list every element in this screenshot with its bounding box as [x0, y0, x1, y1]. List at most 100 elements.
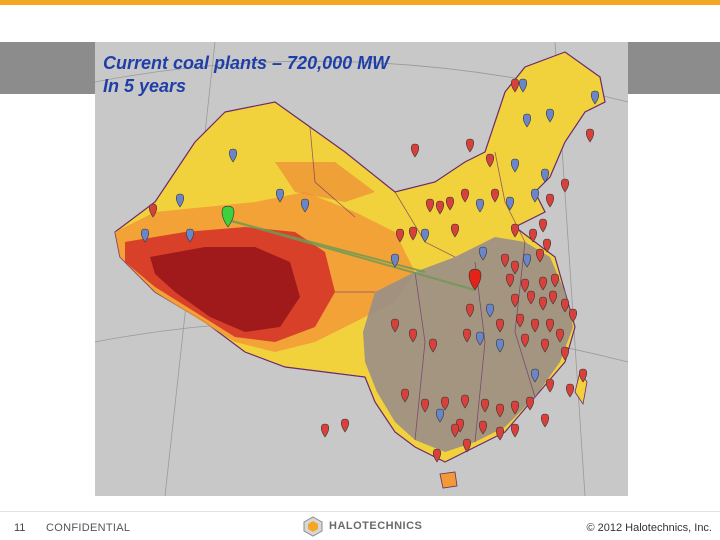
plant-markers — [140, 78, 600, 463]
darkred-irradiance-zone — [150, 247, 300, 332]
top-accent-bar — [0, 0, 720, 5]
map-pin-icon — [475, 331, 485, 346]
map-pin-icon — [432, 448, 442, 463]
copyright-text: © 2012 Halotechnics, Inc. — [586, 522, 712, 534]
map-pin-icon — [545, 318, 555, 333]
map-pin-icon — [400, 388, 410, 403]
map-pin-icon — [560, 346, 570, 361]
map-pin-icon — [465, 303, 475, 318]
map-pin-icon — [578, 368, 588, 383]
map-pin-icon — [535, 248, 545, 263]
map-pin-icon — [530, 188, 540, 203]
map-pin-icon — [560, 178, 570, 193]
map-pin-icon — [525, 396, 535, 411]
map-pin-icon — [550, 273, 560, 288]
map-pin-icon — [460, 394, 470, 409]
map-pin-icon — [545, 378, 555, 393]
map-pin-icon — [548, 290, 558, 305]
slide-caption: Current coal plants – 720,000 MW In 5 ye… — [103, 52, 389, 98]
china-solar-resource-map — [95, 42, 628, 496]
map-pin-icon — [420, 398, 430, 413]
map-pin-icon — [175, 193, 185, 208]
map-pin-icon — [475, 198, 485, 213]
map-pin-icon — [408, 328, 418, 343]
map-pin-icon — [435, 200, 445, 215]
map-pin-icon — [490, 188, 500, 203]
map-pin-icon — [495, 426, 505, 441]
orange-north-zone — [275, 162, 375, 202]
map-pin-icon — [450, 223, 460, 238]
hexagon-logo-icon — [303, 516, 323, 537]
map-pin-icon — [522, 113, 532, 128]
map-pin-icon — [510, 423, 520, 438]
page-number: 11 — [14, 522, 26, 534]
map-pin-icon — [538, 276, 548, 291]
company-logo: HALOTECHNICS — [300, 514, 422, 538]
map-pin-icon — [505, 273, 515, 288]
map-pin-icon — [540, 168, 550, 183]
map-pin-icon — [140, 228, 150, 243]
confidential-label: CONFIDENTIAL — [46, 522, 131, 534]
map-pin-icon — [520, 333, 530, 348]
map-pin-icon — [440, 396, 450, 411]
map-pin-icon — [465, 138, 475, 153]
map-pin-icon — [495, 318, 505, 333]
map-pin-icon — [320, 423, 330, 438]
map-pin-icon — [510, 293, 520, 308]
map-pin-icon — [505, 196, 515, 211]
map-pin-icon — [568, 308, 578, 323]
map-pin-icon — [560, 298, 570, 313]
map-pin-icon — [510, 260, 520, 275]
map-pin-icon — [478, 246, 488, 261]
map-pin-icon — [275, 188, 285, 203]
map-pin-icon — [462, 328, 472, 343]
map-pin-icon — [420, 228, 430, 243]
map-canvas — [95, 42, 628, 496]
hainan-island — [439, 471, 458, 489]
map-pin-icon — [300, 198, 310, 213]
map-pin-icon — [495, 403, 505, 418]
map-pin-icon — [515, 313, 525, 328]
map-pin-icon — [478, 420, 488, 435]
map-pin-icon — [485, 303, 495, 318]
map-pin-icon — [518, 78, 528, 93]
map-pin-icon — [555, 328, 565, 343]
caption-line-1: Current coal plants – 720,000 MW — [103, 53, 390, 73]
map-pin-icon — [510, 400, 520, 415]
map-pin-icon — [522, 253, 532, 268]
map-pin-icon — [221, 205, 235, 228]
map-pin-icon — [425, 198, 435, 213]
map-pin-icon — [510, 223, 520, 238]
map-pin-icon — [585, 128, 595, 143]
map-pin-icon — [538, 296, 548, 311]
map-pin-icon — [450, 423, 460, 438]
map-pin-icon — [530, 318, 540, 333]
logo-text: HALOTECHNICS — [329, 520, 423, 532]
map-pin-icon — [428, 338, 438, 353]
map-pin-icon — [565, 383, 575, 398]
map-pin-icon — [460, 188, 470, 203]
map-pin-icon — [435, 408, 445, 423]
footer-divider — [0, 511, 720, 512]
existing-plants-region — [363, 237, 573, 452]
map-pin-icon — [408, 226, 418, 241]
map-pin-icon — [526, 290, 536, 305]
map-pin-icon — [462, 438, 472, 453]
map-pin-icon — [340, 418, 350, 433]
map-pin-icon — [540, 338, 550, 353]
map-pin-icon — [445, 196, 455, 211]
map-pin-icon — [410, 143, 420, 158]
map-pin-icon — [485, 153, 495, 168]
caption-line-2: In 5 years — [103, 76, 187, 96]
map-pin-icon — [520, 278, 530, 293]
map-pin-icon — [480, 398, 490, 413]
map-pin-icon — [148, 203, 158, 218]
map-pin-icon — [500, 253, 510, 268]
map-pin-icon — [510, 158, 520, 173]
map-pin-icon — [540, 413, 550, 428]
map-pin-icon — [390, 253, 400, 268]
map-pin-icon — [545, 108, 555, 123]
map-pin-icon — [185, 228, 195, 243]
map-pin-icon — [528, 228, 538, 243]
map-pin-icon — [510, 78, 520, 93]
